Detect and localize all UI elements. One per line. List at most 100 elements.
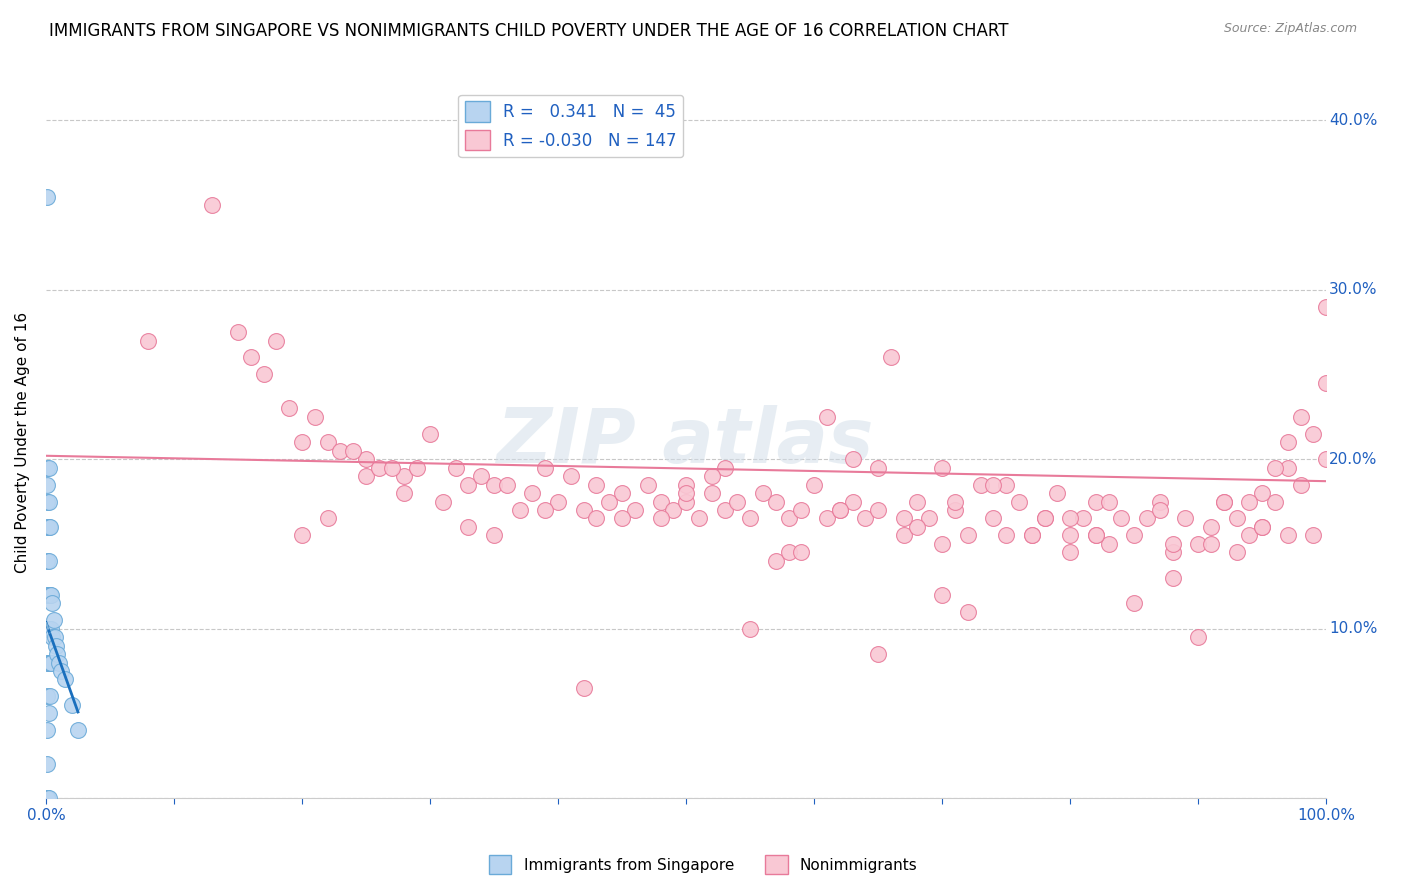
Point bbox=[853, 511, 876, 525]
Point bbox=[39, 656, 62, 670]
Point bbox=[329, 443, 352, 458]
Point bbox=[226, 325, 249, 339]
Point bbox=[1084, 528, 1107, 542]
Point bbox=[815, 409, 838, 424]
Point bbox=[868, 460, 890, 475]
Point bbox=[790, 503, 813, 517]
Point bbox=[39, 622, 62, 636]
Point bbox=[367, 460, 389, 475]
Point bbox=[60, 698, 83, 712]
Point bbox=[1136, 511, 1159, 525]
Point bbox=[841, 452, 863, 467]
Point bbox=[444, 460, 467, 475]
Point bbox=[713, 460, 735, 475]
Point bbox=[37, 690, 59, 704]
Point bbox=[713, 503, 735, 517]
Point bbox=[1021, 528, 1043, 542]
Point bbox=[1187, 630, 1209, 644]
Text: IMMIGRANTS FROM SINGAPORE VS NONIMMIGRANTS CHILD POVERTY UNDER THE AGE OF 16 COR: IMMIGRANTS FROM SINGAPORE VS NONIMMIGRAN… bbox=[49, 22, 1008, 40]
Point bbox=[956, 528, 979, 542]
Point bbox=[956, 605, 979, 619]
Point bbox=[547, 494, 569, 508]
Point bbox=[585, 511, 607, 525]
Point bbox=[893, 528, 915, 542]
Point bbox=[37, 791, 59, 805]
Point bbox=[38, 706, 60, 721]
Point bbox=[637, 477, 659, 491]
Point bbox=[354, 452, 377, 467]
Point bbox=[610, 486, 633, 500]
Point bbox=[394, 486, 416, 500]
Point bbox=[995, 477, 1018, 491]
Point bbox=[790, 545, 813, 559]
Point bbox=[37, 554, 59, 568]
Point bbox=[1251, 520, 1274, 534]
Point bbox=[1239, 528, 1261, 542]
Point bbox=[1226, 511, 1249, 525]
Point bbox=[725, 494, 748, 508]
Point bbox=[509, 503, 531, 517]
Point bbox=[983, 511, 1005, 525]
Point bbox=[1071, 511, 1094, 525]
Point bbox=[419, 426, 441, 441]
Point bbox=[931, 588, 953, 602]
Point bbox=[37, 494, 59, 508]
Point bbox=[841, 494, 863, 508]
Point bbox=[38, 588, 60, 602]
Point bbox=[37, 791, 59, 805]
Point bbox=[1097, 537, 1119, 551]
Point bbox=[432, 494, 454, 508]
Point bbox=[1033, 511, 1056, 525]
Y-axis label: Child Poverty Under the Age of 16: Child Poverty Under the Age of 16 bbox=[15, 311, 30, 573]
Point bbox=[482, 528, 505, 542]
Point bbox=[37, 477, 59, 491]
Point bbox=[457, 520, 479, 534]
Point bbox=[1046, 486, 1069, 500]
Point bbox=[45, 639, 67, 653]
Point bbox=[1226, 545, 1249, 559]
Text: 20.0%: 20.0% bbox=[1329, 451, 1378, 467]
Point bbox=[624, 503, 647, 517]
Point bbox=[1212, 494, 1234, 508]
Point bbox=[38, 588, 60, 602]
Point bbox=[1277, 435, 1299, 450]
Point bbox=[37, 791, 59, 805]
Point bbox=[39, 588, 62, 602]
Point bbox=[496, 477, 519, 491]
Point bbox=[278, 401, 301, 416]
Point bbox=[1123, 596, 1146, 610]
Point bbox=[44, 630, 66, 644]
Point bbox=[406, 460, 429, 475]
Point bbox=[560, 469, 582, 483]
Point bbox=[803, 477, 825, 491]
Point bbox=[1187, 537, 1209, 551]
Point bbox=[38, 520, 60, 534]
Point bbox=[482, 477, 505, 491]
Point bbox=[38, 690, 60, 704]
Point bbox=[650, 494, 672, 508]
Point bbox=[1289, 409, 1312, 424]
Point bbox=[37, 588, 59, 602]
Point bbox=[893, 511, 915, 525]
Point bbox=[304, 409, 326, 424]
Point bbox=[868, 503, 890, 517]
Point bbox=[201, 198, 224, 212]
Point bbox=[38, 520, 60, 534]
Point bbox=[868, 647, 890, 661]
Point bbox=[1302, 528, 1324, 542]
Point bbox=[291, 528, 314, 542]
Point bbox=[1149, 503, 1171, 517]
Point bbox=[610, 511, 633, 525]
Point bbox=[1084, 528, 1107, 542]
Point bbox=[1111, 511, 1133, 525]
Point bbox=[37, 791, 59, 805]
Point bbox=[394, 469, 416, 483]
Point bbox=[291, 435, 314, 450]
Point bbox=[457, 477, 479, 491]
Point bbox=[42, 613, 65, 627]
Point bbox=[598, 494, 620, 508]
Point bbox=[1302, 426, 1324, 441]
Point bbox=[662, 503, 685, 517]
Point bbox=[53, 673, 76, 687]
Text: 40.0%: 40.0% bbox=[1329, 112, 1378, 128]
